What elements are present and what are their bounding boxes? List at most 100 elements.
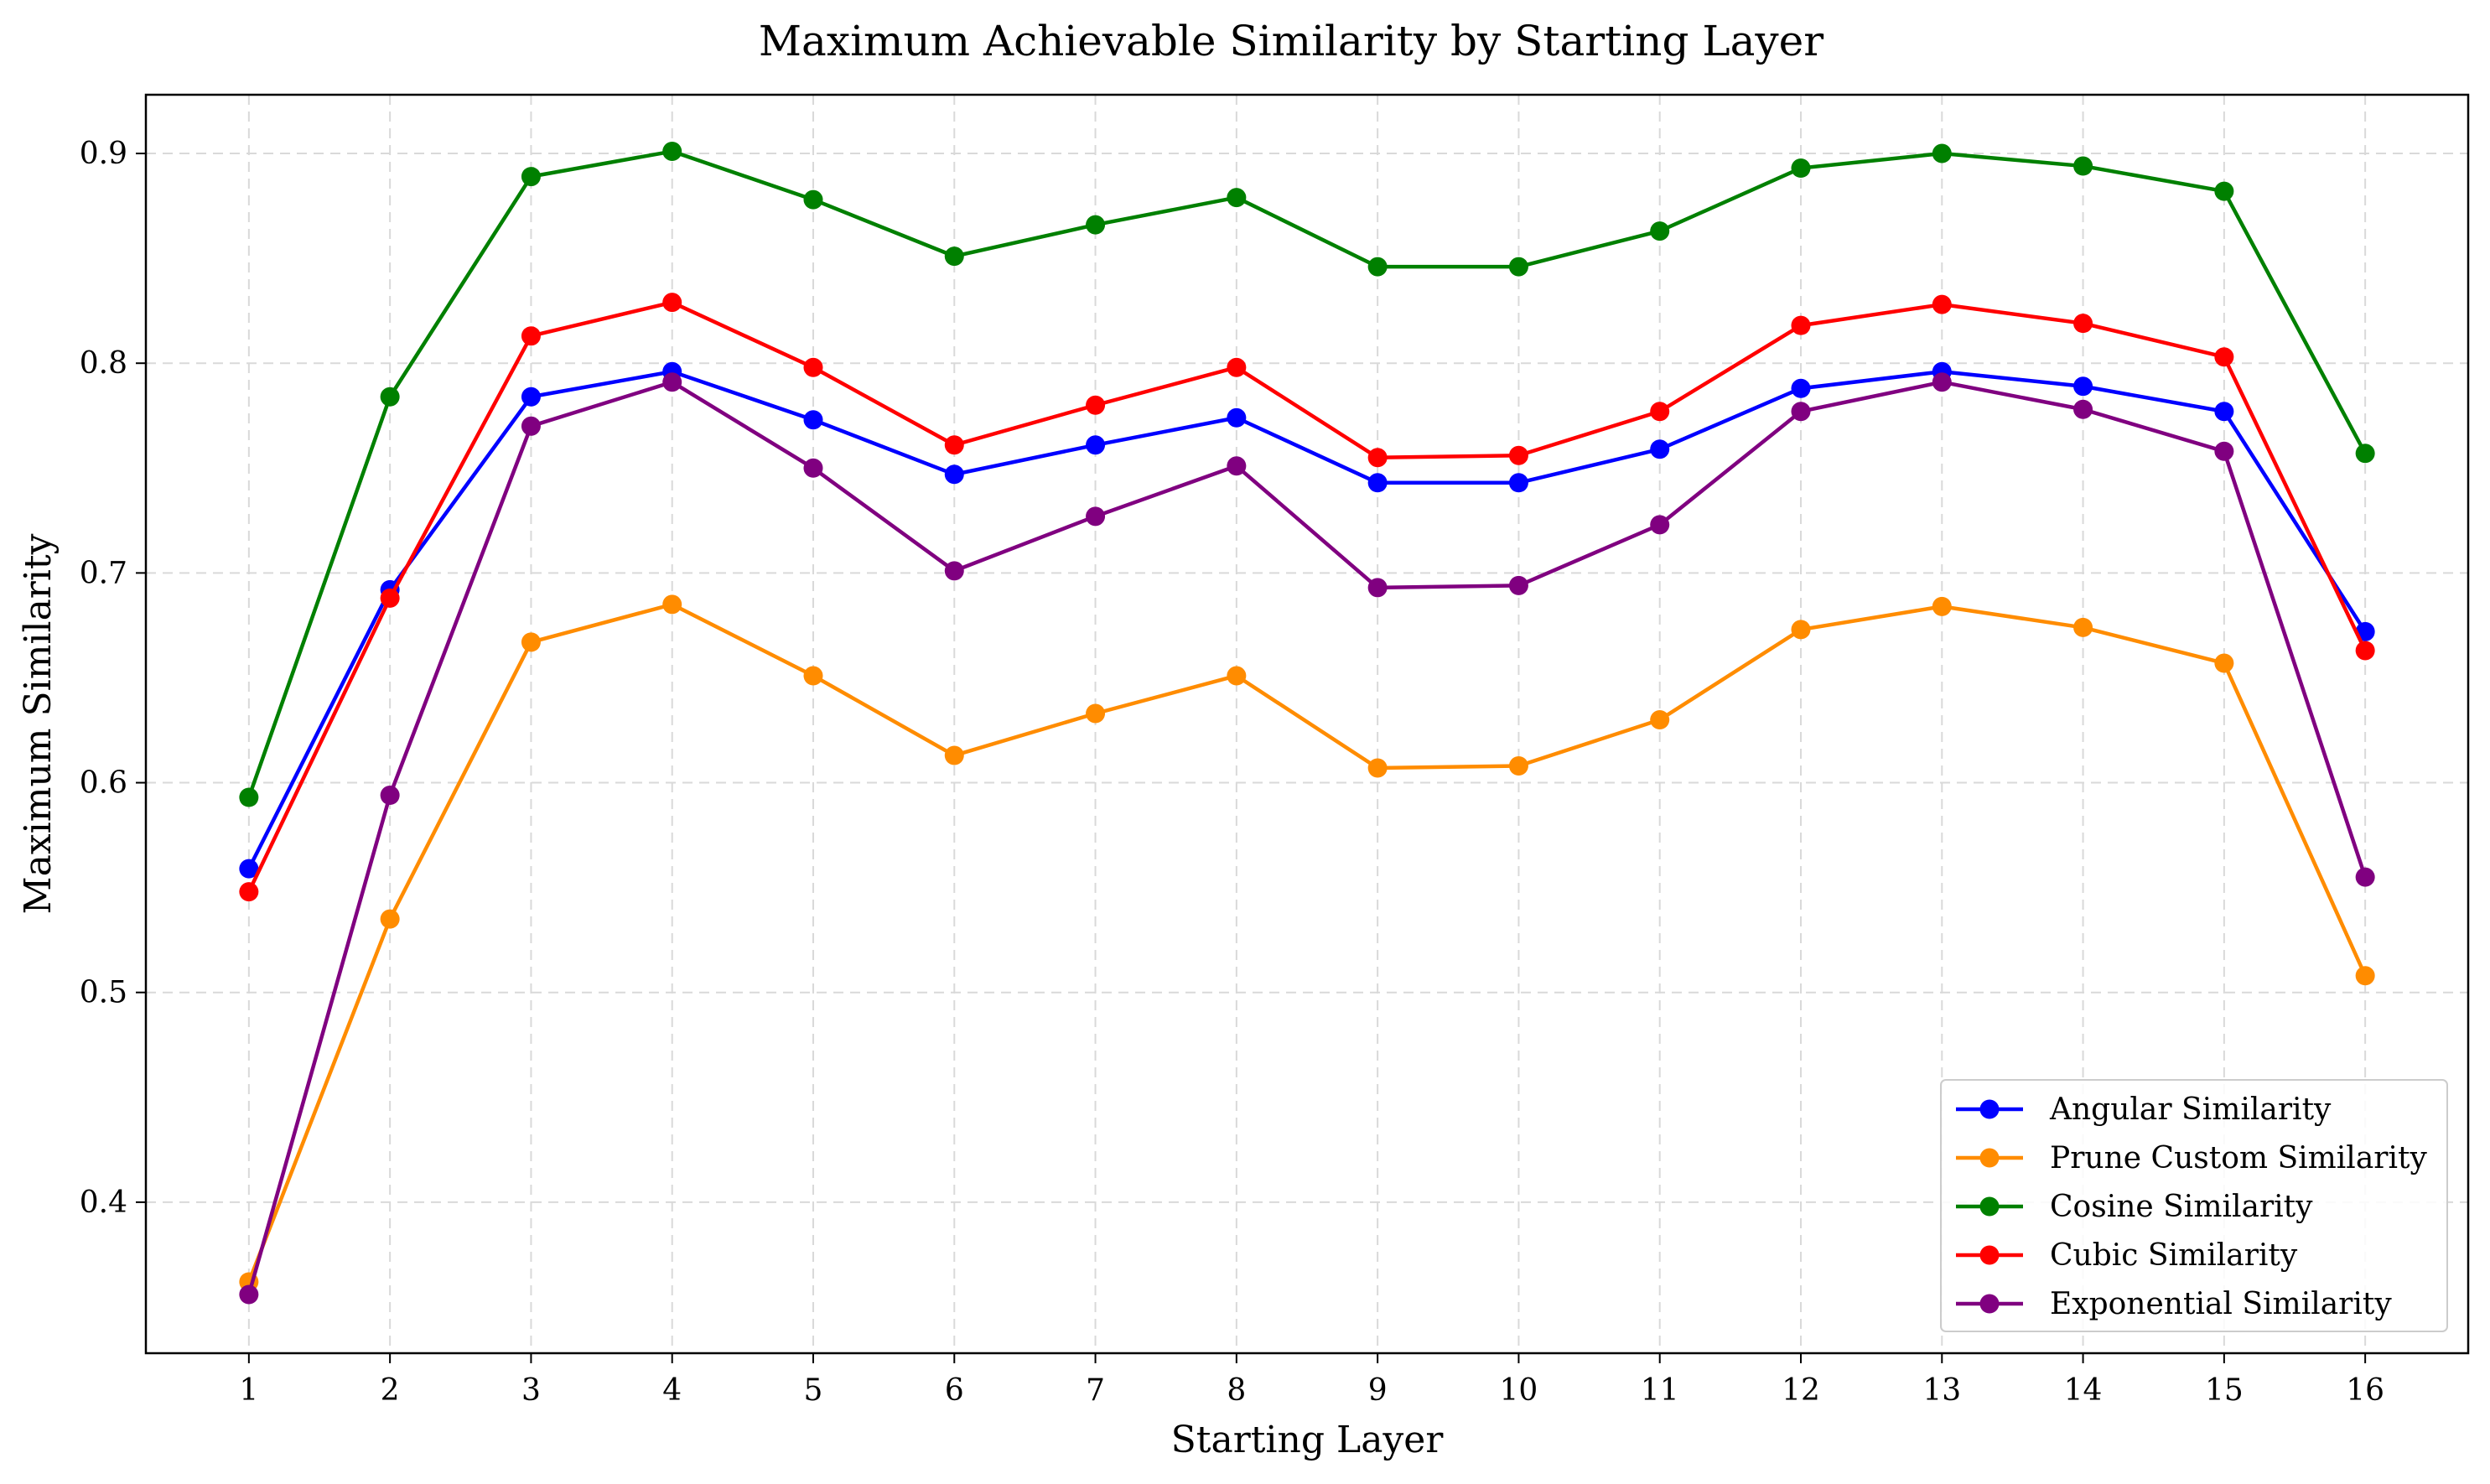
x-tick-label: 7 [1086, 1373, 1105, 1408]
y-tick-label: 0.9 [80, 137, 127, 171]
legend-label: Angular Similarity [2049, 1092, 2332, 1127]
data-point [1650, 709, 1670, 729]
data-point [1086, 435, 1106, 455]
data-point [803, 189, 823, 210]
data-point [1650, 439, 1670, 459]
x-tick-label: 15 [2205, 1373, 2244, 1408]
data-point [944, 745, 964, 765]
x-tick-label: 16 [2346, 1373, 2384, 1408]
legend-swatch-marker [1979, 1196, 2000, 1217]
data-point [521, 167, 541, 187]
data-point [1650, 221, 1670, 241]
data-point [1227, 407, 1247, 428]
data-point [944, 464, 964, 485]
data-point [803, 458, 823, 478]
legend-label: Cosine Similarity [2050, 1190, 2313, 1224]
data-point [2355, 641, 2375, 661]
data-point [1932, 294, 1952, 314]
data-point [1791, 158, 1811, 179]
y-tick-label: 0.4 [80, 1186, 127, 1220]
legend-swatch-marker [1979, 1148, 2000, 1168]
legend-item: Cosine Similarity [1956, 1190, 2313, 1224]
data-point [521, 326, 541, 346]
legend-box [1940, 1079, 2448, 1332]
y-tick-label: 0.8 [80, 346, 127, 381]
data-point [1791, 402, 1811, 422]
series-line [246, 602, 2368, 1283]
data-point [944, 246, 964, 267]
x-tick-label: 5 [804, 1373, 823, 1408]
data-point [380, 786, 400, 806]
data-point [2073, 376, 2093, 397]
series-layer [239, 142, 2375, 1305]
data-point [803, 410, 823, 430]
y-axis-label: Maximum Similarity [17, 533, 60, 914]
data-point [662, 142, 682, 162]
data-point [944, 561, 964, 581]
data-point [2214, 653, 2234, 673]
y-tick-label: 0.7 [80, 556, 127, 590]
data-point [1508, 445, 1528, 465]
data-point [2214, 347, 2234, 367]
legend-item: Exponential Similarity [1956, 1287, 2392, 1321]
data-point [1791, 620, 1811, 640]
data-point [1086, 215, 1106, 235]
x-tick-label: 4 [662, 1373, 682, 1408]
x-tick-label: 13 [1922, 1373, 1961, 1408]
legend-item: Prune Custom Similarity [1956, 1141, 2427, 1175]
data-point [239, 1284, 259, 1305]
data-point [1650, 515, 1670, 535]
data-point [803, 357, 823, 377]
data-point [1227, 188, 1247, 208]
x-tick-label: 6 [945, 1373, 964, 1408]
data-point [944, 435, 964, 455]
data-point [1791, 315, 1811, 335]
data-point [1932, 372, 1952, 392]
legend-swatch-marker [1979, 1245, 2000, 1265]
data-point [1508, 257, 1528, 277]
data-point [1508, 575, 1528, 595]
data-point [2214, 402, 2234, 422]
axes: 1 2 3 4 5 6 7 8 9 10 11 12 13 14 15 160.40.50.60.70.80.… [80, 137, 2384, 1408]
data-point [1367, 257, 1388, 277]
x-tick-label: 3 [521, 1373, 541, 1408]
data-point [2214, 441, 2234, 461]
data-point [1508, 756, 1528, 776]
x-tick-label: 11 [1641, 1373, 1679, 1408]
series-line [246, 380, 2368, 1295]
series-line [246, 300, 2368, 893]
data-point [1367, 448, 1388, 468]
data-point [1086, 395, 1106, 415]
legend-label: Exponential Similarity [2050, 1287, 2392, 1321]
data-point [1086, 506, 1106, 527]
x-tick-label: 1 [239, 1373, 258, 1408]
legend: Angular Similarity Prune Custom Similarit… [1940, 1079, 2448, 1332]
series-4 [239, 293, 2375, 902]
data-point [521, 632, 541, 652]
series-2 [239, 594, 2375, 1292]
y-tick-label: 0.5 [80, 976, 127, 1010]
data-point [662, 594, 682, 615]
data-point [2073, 399, 2093, 419]
legend-label: Prune Custom Similarity [2050, 1141, 2427, 1175]
data-point [239, 859, 259, 879]
data-point [1367, 758, 1388, 778]
series-line [246, 369, 2368, 870]
data-point [803, 666, 823, 686]
x-tick-label: 12 [1782, 1373, 1820, 1408]
plot-frame [144, 93, 2470, 1355]
series-3 [239, 142, 2375, 807]
data-point [662, 293, 682, 313]
data-point [1932, 143, 1952, 163]
legend-item: Cubic Similarity [1956, 1238, 2298, 1273]
data-point [380, 588, 400, 608]
data-point [1086, 703, 1106, 724]
data-point [2073, 156, 2093, 176]
legend-label: Cubic Similarity [2050, 1238, 2298, 1273]
x-tick-label: 9 [1368, 1373, 1388, 1408]
data-point [1367, 578, 1388, 598]
data-point [662, 372, 682, 392]
legend-swatch-marker [1979, 1294, 2000, 1314]
data-point [521, 416, 541, 436]
